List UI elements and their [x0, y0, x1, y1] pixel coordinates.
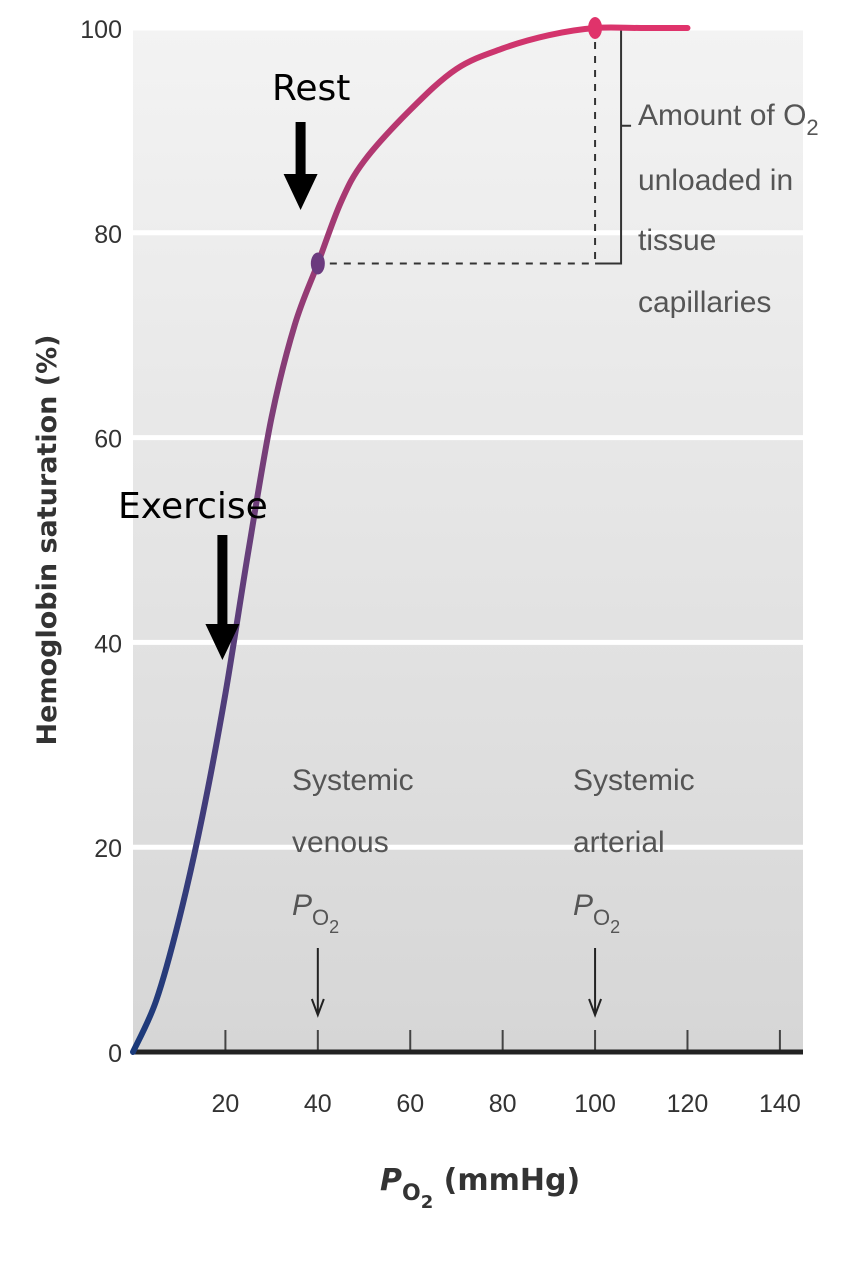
y-tick-label: 80	[94, 221, 122, 249]
arterial-label-line2: arterial	[573, 826, 665, 859]
venous-po2-label: PO2	[292, 889, 339, 937]
y-tick-label: 100	[80, 16, 122, 44]
x-tick-label: 120	[667, 1090, 709, 1118]
plot-background	[133, 28, 803, 1052]
x-tick-label: 100	[574, 1090, 616, 1118]
x-axis-label: PO2 (mmHg)	[380, 1163, 580, 1213]
rest-label: Rest	[272, 68, 350, 109]
y-axis-tick-labels: 0 20 40 60 80 100	[80, 16, 122, 1068]
x-axis-tick-labels: 20 40 60 80 100 120 140	[212, 1090, 801, 1118]
curve-points	[310, 17, 603, 275]
y-tick-label: 20	[94, 835, 122, 863]
y-tick-label: 40	[94, 630, 122, 658]
arterial-arrow-icon	[588, 948, 603, 1018]
curve-point	[310, 252, 325, 275]
exercise-arrow-icon	[205, 535, 240, 660]
x-axis-ticks	[224, 1030, 781, 1052]
exercise-label: Exercise	[118, 486, 268, 527]
arterial-po2-label: PO2	[573, 889, 620, 937]
rest-arrow-icon	[283, 122, 318, 210]
x-tick-label: 20	[212, 1090, 240, 1118]
venous-label-line1: Systemic	[292, 764, 414, 797]
x-tick-label: 40	[304, 1090, 332, 1118]
unloaded-label-line4: capillaries	[638, 286, 771, 319]
gridlines	[133, 25, 803, 850]
unloaded-label-line1: Amount of O2	[638, 99, 819, 140]
dissociation-curve	[130, 24, 691, 1055]
arterial-label-line1: Systemic	[573, 764, 695, 797]
venous-label-line2: venous	[292, 826, 389, 859]
x-tick-label: 80	[489, 1090, 517, 1118]
venous-arrow-icon	[310, 948, 325, 1018]
x-tick-label: 60	[396, 1090, 424, 1118]
y-tick-label: 60	[94, 426, 122, 454]
y-axis-label: Hemoglobin saturation (%)	[32, 335, 63, 746]
curve-point	[588, 17, 603, 39]
x-tick-label: 140	[759, 1090, 801, 1118]
unloaded-label-line2: unloaded in	[638, 164, 793, 197]
unloaded-label-line3: tissue	[638, 224, 716, 257]
y-tick-label: 0	[108, 1040, 122, 1068]
